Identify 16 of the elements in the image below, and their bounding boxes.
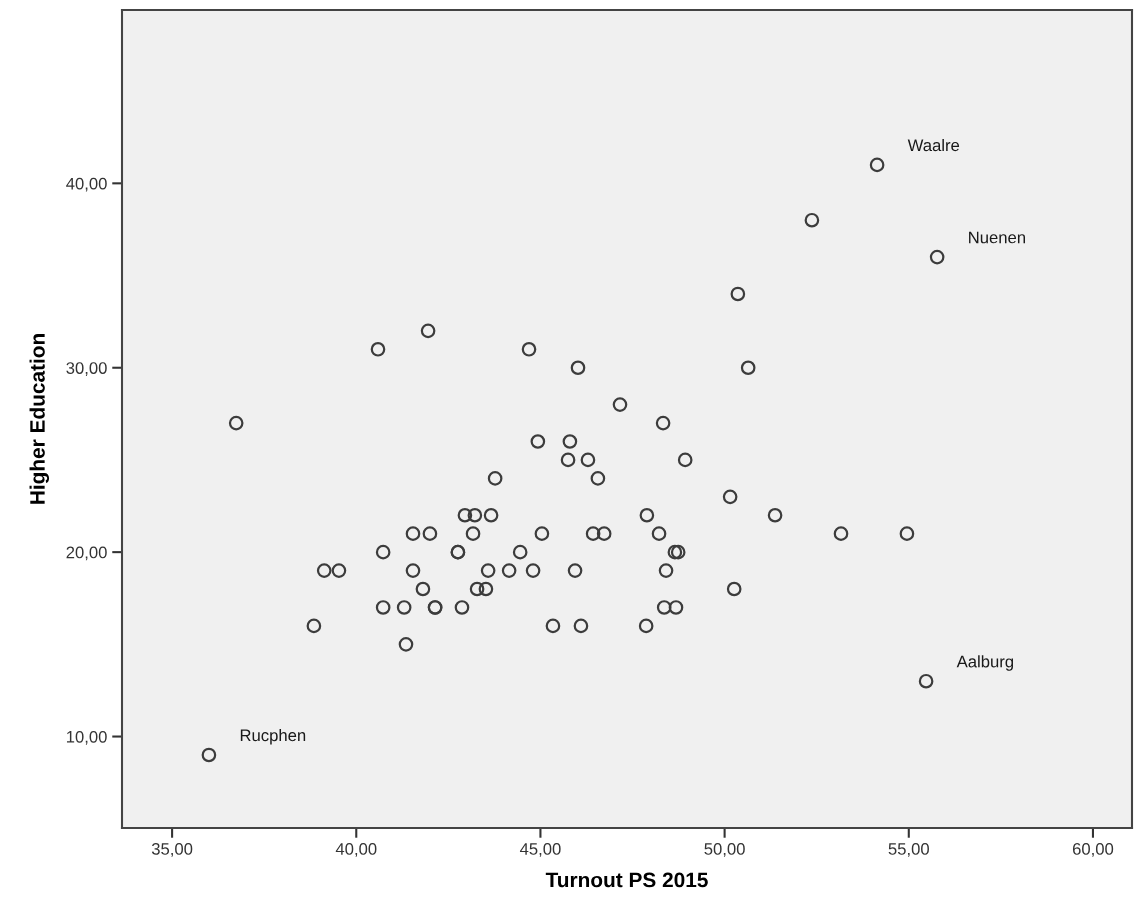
y-axis-title: Higher Education [29,334,50,504]
x-axis-title: Turnout PS 2015 [545,872,708,888]
x-tick-label: 55,00 [888,843,929,857]
y-tick-label: 40,00 [66,177,107,192]
x-tick-label: 60,00 [1072,843,1114,857]
y-tick-label: 30,00 [66,362,107,376]
annotation: Aalburg [956,655,1014,671]
annotation: Rucphen [240,729,306,745]
annotation: Nuenen [969,231,1025,244]
x-tick-label: 40,00 [335,843,377,857]
x-tick-label: 45,00 [519,843,561,857]
x-tick-label: 50,00 [704,843,745,857]
x-tick-label: 35,00 [151,843,193,857]
annotation: Waalre [907,138,960,152]
y-tick-label: 10,00 [66,730,107,745]
y-tick-label: 20,00 [66,546,107,561]
